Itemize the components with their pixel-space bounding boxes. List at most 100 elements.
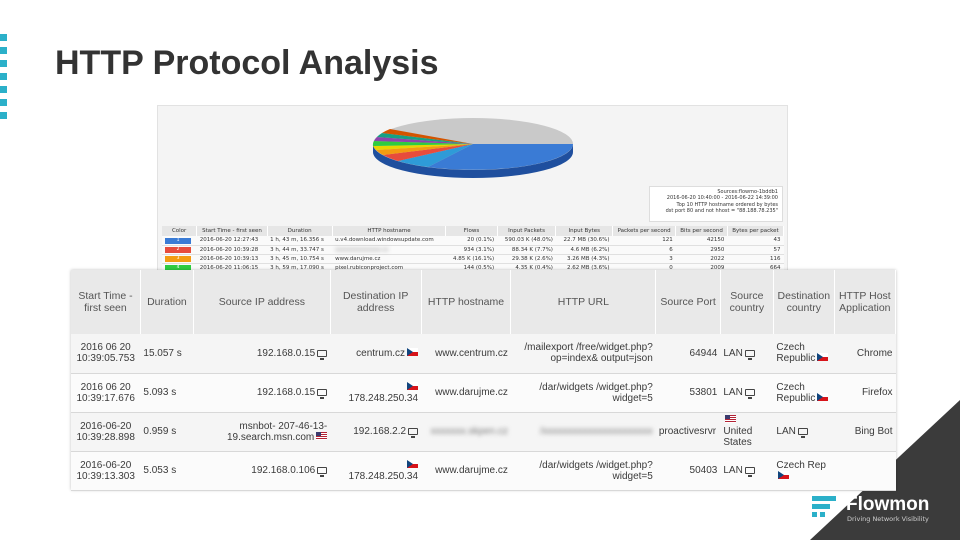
cell: 4.85 K (16.1%) [445,254,498,264]
col-packets[interactable]: Input Packets [497,226,557,236]
pie-chart [368,108,578,188]
cell-source-ip: 192.168.0.106 [193,451,331,491]
cell-application: Chrome [834,334,896,374]
col-pps[interactable]: Packets per second [612,226,677,236]
source-host: msnbot- 207-46-13-19.search.msn.com [226,420,328,443]
cell: 43 [727,236,784,246]
report-screenshot: Sources:flowmo-1bddb1 2016-06-20 10:40:0… [157,105,788,290]
cell-url-redacted: /xxxxxxxxxxxxxxxxxxxxxx [510,412,656,452]
color-swatch: 4 [165,265,191,271]
table-row[interactable]: 2016-06-20 10:39:28.898 0.959 s msnbot- … [71,412,896,452]
table-row[interactable]: 1 2016-06-20 12:27:43 1 h, 43 m, 16.356 … [162,236,784,246]
country: LAN [723,465,743,476]
cell: 42150 [675,236,728,246]
cell: 1 h, 43 m, 16.356 s [267,236,333,246]
country: LAN [776,426,796,437]
cell-hostname: www.centrum.cz [421,334,511,374]
cell-destination: centrum.cz [330,334,422,374]
col-destination-ip[interactable]: Destination IP address [330,270,422,334]
destination: 178.248.250.34 [348,392,419,404]
cell: 590.03 K (48.0%) [497,236,556,246]
table-row[interactable]: 2016-06-20 10:39:13.303 5.053 s 192.168.… [71,451,896,491]
source-ip: 192.168.0.15 [256,387,316,398]
cell-destination: 178.248.250.34 [330,451,422,491]
chart-legend: Sources:flowmo-1bddb1 2016-06-20 10:40:0… [649,186,783,222]
cell-hostname: www.darujme.cz [421,373,511,413]
col-http-url[interactable]: HTTP URL [510,270,657,334]
col-source-ip[interactable]: Source IP address [193,270,331,334]
dotted-accent [0,34,8,125]
czech-flag-icon [817,392,829,401]
col-bpp[interactable]: Bytes per packet [727,226,785,236]
destination: 192.168.2.2 [353,426,407,437]
legend-line: Sources:flowmo-1bddb1 [717,189,778,195]
table-row[interactable]: 2016 06 20 10:39:17.676 5.093 s 192.168.… [71,373,896,413]
col-duration[interactable]: Duration [267,226,333,236]
computer-icon [317,466,328,477]
czech-flag-icon [778,470,790,479]
country: LAN [723,347,743,359]
cell: 3.26 MB (4.3%) [555,254,613,264]
us-flag-icon [725,415,737,423]
cell: 2016-06-20 10:39:28 [196,245,268,255]
cell-url: /mailexport /free/widget.php?op=index& o… [510,334,656,374]
col-bps[interactable]: Bits per second [675,226,728,236]
destination: centrum.cz [356,347,406,359]
col-host-application[interactable]: HTTP Host Application [834,270,897,334]
cell-url: /dar/widgets /widget.php?widget=5 [510,451,656,491]
source-ip: 192.168.0.106 [251,465,316,476]
brand-tagline: Driving Network Visibility [847,515,929,523]
cell: 2950 [675,245,728,255]
cell-hostname: www.darujme.cz [421,451,511,491]
brand-name: Flowmon [846,494,930,515]
cell: 2016-06-20 12:27:43 [196,236,268,246]
table-row[interactable]: 4 2016-06-20 11:06:15 3 h, 59 m, 17.090 … [162,263,784,273]
col-host[interactable]: HTTP hostname [332,226,447,236]
col-source-port[interactable]: Source Port [655,270,721,334]
cell-source-ip: 192.168.0.15 [193,334,331,374]
table-row[interactable]: 2 2016-06-20 10:39:28 3 h, 44 m, 33.747 … [162,245,784,255]
cell-duration: 15.057 s [140,334,194,374]
cell-time: 2016 06 20 10:39:05.753 [71,334,141,374]
cell-duration: 5.053 s [140,451,194,491]
cell-port: 53801 [655,373,721,413]
cell-source-country: LAN [720,373,774,413]
cell: 3 h, 45 m, 10.754 s [267,254,333,264]
col-bytes[interactable]: Input Bytes [555,226,614,236]
col-source-country[interactable]: Source country [720,270,774,334]
table-row[interactable]: 3 2016-06-20 10:39:13 3 h, 45 m, 10.754 … [162,254,784,264]
cell: 3 h, 44 m, 33.747 s [267,245,333,255]
legend-line: dst port 80 and not hhost = "88.188.78.2… [665,207,778,214]
country: Czech Republic [776,342,816,365]
computer-icon [744,349,755,360]
table-row[interactable]: 2016 06 20 10:39:05.753 15.057 s 192.168… [71,334,896,374]
cell-url: /dar/widgets /widget.php?widget=5 [510,373,656,413]
cell-destination-country: Czech Rep [773,451,835,491]
cell-duration: 5.093 s [140,373,194,413]
flow-records-panel: Start Time - first seen Duration Source … [71,270,897,491]
cell-time: 2016-06-20 10:39:13.303 [71,451,141,491]
col-color[interactable]: Color [162,226,198,236]
col-flows[interactable]: Flows [445,226,498,236]
col-start[interactable]: Start Time - first seen [196,226,268,236]
col-start-time[interactable]: Start Time - first seen [71,270,141,334]
computer-icon [317,388,328,399]
cell-source-country: LAN [720,334,774,374]
cell-port: 50403 [655,451,721,491]
cell: 6 [612,245,676,255]
cell: 22.7 MB (30.6%) [555,236,613,246]
cell-destination-country: Czech Republic [773,334,835,374]
cell-application [834,451,896,491]
czech-flag-icon [407,459,419,468]
cell-duration: 0.959 s [140,412,194,452]
color-swatch: 2 [165,247,191,253]
computer-icon [744,388,755,399]
czech-flag-icon [407,347,419,356]
col-destination-country[interactable]: Destination country [773,270,835,334]
col-duration[interactable]: Duration [140,270,194,334]
color-swatch: 1 [165,237,191,244]
cell: 88.34 K (7.7%) [497,245,556,255]
cell-port: 64944 [655,334,721,374]
col-http-hostname[interactable]: HTTP hostname [421,270,512,334]
cell: 29.38 K (2.6%) [497,254,556,264]
